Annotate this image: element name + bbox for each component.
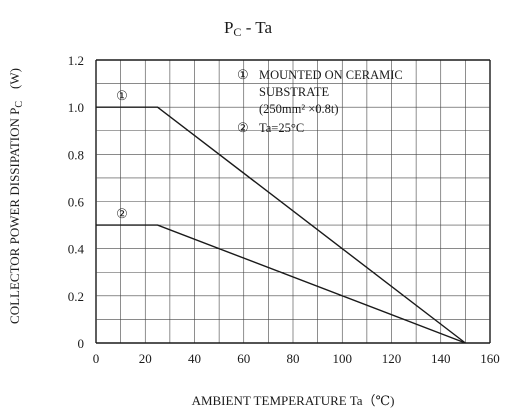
- legend-symbol-1: ①: [237, 67, 249, 82]
- series-line-2: [96, 224, 466, 344]
- legend-line-3: (250mm² ×0.8t): [259, 102, 339, 116]
- y-tick-label: 1.0: [68, 100, 84, 115]
- y-axis-label-unit: (W): [7, 68, 22, 89]
- y-axis-label: COLLECTOR POWER DISSIPATION PC (W): [7, 68, 25, 324]
- y-tick-label: 1.2: [68, 53, 84, 68]
- x-tick-label: 20: [139, 351, 152, 366]
- x-tick-label: 60: [237, 351, 250, 366]
- y-axis-label-main: COLLECTOR POWER DISSIPATION P: [7, 108, 22, 324]
- x-tick-label: 140: [431, 351, 451, 366]
- y-axis-label-subscript: C: [14, 101, 25, 108]
- y-tick-label: 0.4: [68, 242, 85, 257]
- legend-line-2: SUBSTRATE: [259, 85, 330, 99]
- series-markers: ①②: [116, 88, 128, 221]
- y-tick-label: 0.2: [68, 289, 84, 304]
- series-marker-1: ①: [116, 88, 128, 103]
- x-tick-label: 80: [287, 351, 300, 366]
- chart-title-main: P: [224, 18, 233, 37]
- series-marker-2: ②: [116, 206, 128, 221]
- chart-title-rest: - Ta: [241, 18, 272, 37]
- legend-line-1: MOUNTED ON CERAMIC: [259, 68, 403, 82]
- chart-grid: [95, 59, 491, 344]
- series-lines: [96, 106, 466, 344]
- legend: ① MOUNTED ON CERAMIC SUBSTRATE (250mm² ×…: [237, 67, 403, 135]
- x-tick-label: 120: [382, 351, 402, 366]
- x-tick-label: 0: [93, 351, 100, 366]
- x-axis-label: AMBIENT TEMPERATURE Ta（℃): [192, 393, 395, 408]
- chart-title-subscript: C: [233, 25, 241, 39]
- y-tick-label: 0: [78, 336, 85, 351]
- tick-labels: 0 20 40 60 80 100 120 140 160 0 0.2 0.4 0.6 0.8 1.0 1.2: [68, 53, 500, 366]
- y-tick-label: 0.8: [68, 147, 84, 162]
- x-tick-label: 100: [333, 351, 353, 366]
- x-tick-label: 40: [188, 351, 201, 366]
- series-line-1: [96, 106, 466, 344]
- chart-title: PC - Ta: [224, 18, 273, 39]
- x-tick-label: 160: [480, 351, 500, 366]
- legend-line-4: Ta=25°C: [259, 121, 304, 135]
- y-tick-label: 0.6: [68, 195, 85, 210]
- legend-symbol-2: ②: [237, 120, 249, 135]
